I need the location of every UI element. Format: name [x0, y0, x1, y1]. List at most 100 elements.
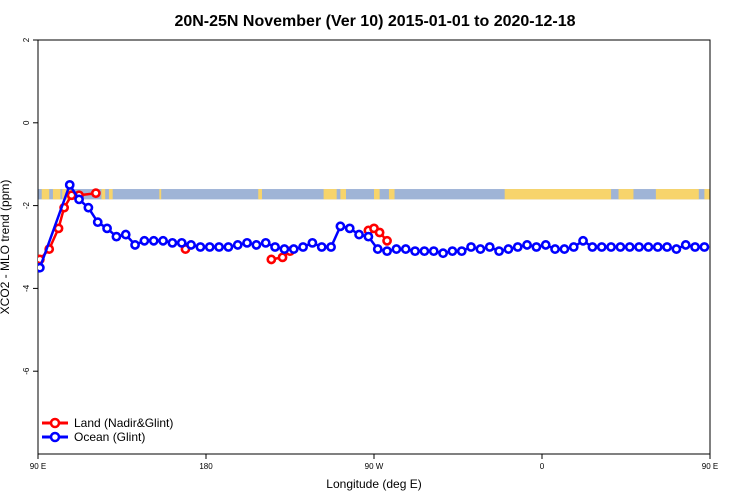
series-1-point-65: [662, 242, 672, 252]
series-1-point-20: [242, 237, 252, 248]
series-0-point-13: [374, 227, 385, 238]
series-1-point-1: [64, 179, 75, 190]
y-tick-label-4: -6: [22, 367, 31, 375]
series-1-point-4: [92, 217, 103, 228]
legend-ocean-marker: [49, 431, 61, 443]
series-1-point-36: [391, 244, 402, 254]
map-band-land-8: [340, 189, 346, 200]
series-1-point-54: [559, 244, 570, 254]
map-band: [38, 189, 710, 200]
y-axis: 2 0 -2 -4 -6: [22, 37, 38, 375]
series-1-point-49: [512, 242, 523, 252]
series-1-point-33: [363, 231, 374, 242]
map-band-land-12: [618, 189, 634, 200]
map-band-land-13: [655, 189, 699, 200]
series-1-point-40: [428, 246, 439, 257]
x-tick-label-1: 180: [199, 462, 213, 471]
series-1-point-9: [139, 235, 150, 246]
series-1-point-59: [606, 242, 616, 252]
legend-ocean-label: Ocean (Glint): [74, 430, 145, 444]
map-band-land-10: [388, 189, 395, 200]
series-1: [38, 179, 710, 273]
series-1-point-23: [270, 242, 280, 252]
map-band-land-6: [258, 189, 262, 200]
series-1-point-28: [316, 242, 327, 252]
y-tick-label-3: -4: [22, 284, 31, 292]
series-1-point-21: [251, 240, 262, 250]
series-1-point-27: [307, 237, 318, 248]
chart-title: 20N-25N November (Ver 10) 2015-01-01 to …: [174, 13, 575, 30]
series-1-point-41: [438, 248, 448, 259]
series-1-point-22: [260, 237, 271, 248]
series-1-point-51: [531, 242, 542, 252]
series-1-point-3: [83, 202, 94, 213]
series-1-point-5: [102, 223, 112, 234]
series-0-point-9: [277, 252, 288, 263]
series-1-point-58: [596, 242, 607, 252]
series-1-point-11: [158, 235, 168, 246]
series-1-point-13: [176, 237, 187, 248]
map-band-land-9: [374, 189, 380, 200]
series-0-point-6: [90, 188, 101, 199]
series-1-point-45: [475, 244, 486, 254]
series-1-point-30: [335, 221, 346, 232]
map-band-land-4: [108, 189, 113, 200]
series-1-point-18: [223, 242, 234, 252]
series-1-point-25: [288, 244, 299, 254]
series-1-point-34: [372, 244, 383, 254]
series-1-point-10: [148, 235, 159, 246]
map-band-land-1: [52, 189, 61, 200]
series-1-point-53: [550, 244, 560, 254]
x-tick-label-0: 90 E: [30, 462, 46, 471]
legend-land-label: Land (Nadir&Glint): [74, 416, 173, 430]
series-1-point-17: [214, 242, 224, 252]
series-1-point-6: [111, 231, 122, 242]
series-1-point-47: [494, 246, 504, 257]
series-1-point-39: [419, 246, 430, 257]
x-axis-label: Longitude (deg E): [326, 477, 421, 491]
series-1-point-29: [326, 242, 336, 252]
series-1-point-15: [195, 242, 206, 252]
map-band-land-11: [504, 189, 612, 200]
series-1-point-52: [540, 240, 551, 250]
series-1-point-68: [690, 242, 700, 252]
series-1-point-7: [120, 229, 131, 240]
x-tick-label-4: 90 E: [702, 462, 718, 471]
series-1-point-35: [382, 246, 392, 257]
series-1-point-31: [344, 223, 355, 234]
series-1-point-24: [279, 244, 290, 254]
map-band-land-7: [323, 189, 337, 200]
series-1-point-0: [38, 262, 45, 273]
series-0-point-8: [266, 254, 277, 265]
series-1-point-63: [643, 242, 654, 252]
x-tick-label-2: 90 W: [365, 462, 384, 471]
series-1-point-44: [466, 242, 476, 252]
series-1-point-55: [568, 242, 579, 252]
series-1-point-64: [652, 242, 663, 252]
map-band-land-3: [101, 189, 106, 200]
series-1-point-38: [410, 246, 420, 257]
x-axis: 90 E 180 90 W 0 90 E: [30, 454, 718, 471]
series-1-point-57: [587, 242, 598, 252]
series-1-point-32: [354, 229, 364, 240]
series-1-point-19: [232, 240, 243, 250]
series-1-point-69: [699, 242, 710, 252]
series-1-point-66: [671, 244, 682, 254]
y-axis-label: XCO2 - MLO trend (ppm): [0, 180, 12, 315]
series-1-point-14: [186, 240, 196, 250]
series-1-point-26: [298, 242, 308, 252]
x-tick-label-3: 0: [540, 462, 545, 471]
map-band-land-5: [159, 189, 162, 200]
series-1-point-43: [456, 246, 467, 257]
legend-land-marker: [49, 417, 61, 429]
series-1-point-2: [74, 194, 84, 205]
y-tick-label-1: 0: [22, 120, 31, 125]
series-1-point-56: [578, 235, 588, 246]
series-layer: [38, 179, 710, 273]
map-band-land-0: [41, 189, 50, 200]
map-band-land-14: [704, 189, 710, 200]
series-1-point-60: [615, 242, 626, 252]
series-0-point-14: [382, 235, 392, 246]
series-1-point-61: [624, 242, 635, 252]
